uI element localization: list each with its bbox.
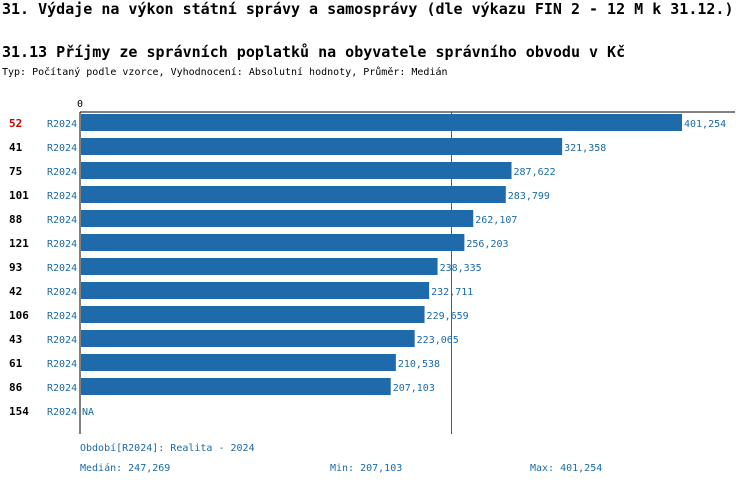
row-rank-label: 86	[9, 381, 23, 394]
bar	[81, 234, 465, 251]
row-period-label: R2024	[47, 215, 77, 226]
row-period-label: R2024	[47, 335, 77, 346]
bar-value-label: 287,622	[514, 167, 556, 178]
bar-value-label: 321,358	[564, 143, 606, 154]
row-period-label: R2024	[47, 239, 77, 250]
bar-value-label: 401,254	[684, 119, 726, 130]
bar	[81, 138, 563, 155]
chart-title: 31. Výdaje na výkon státní správy a samo…	[2, 0, 734, 18]
row-period-label: R2024	[47, 191, 77, 202]
bar	[81, 378, 391, 395]
bar	[81, 306, 425, 323]
bar-value-label: 210,538	[398, 359, 440, 370]
bar	[81, 210, 474, 227]
chart-meta: Typ: Počítaný podle vzorce, Vyhodnocení:…	[2, 67, 448, 78]
row-period-label: R2024	[47, 359, 77, 370]
row-period-label: R2024	[47, 407, 77, 418]
bar-value-label: 207,103	[393, 383, 435, 394]
footer-max: Max: 401,254	[530, 463, 603, 474]
row-rank-label: 41	[9, 141, 23, 154]
row-rank-label: 75	[9, 165, 22, 178]
row-rank-label: 101	[9, 189, 29, 202]
footer-period: Období[R2024]: Realita - 2024	[80, 443, 255, 454]
bar-value-label: 283,799	[508, 191, 550, 202]
row-rank-label: 43	[9, 333, 22, 346]
row-rank-label: 61	[9, 357, 23, 370]
row-period-label: R2024	[47, 287, 77, 298]
row-period-label: R2024	[47, 263, 77, 274]
bar-value-label: 229,659	[427, 311, 469, 322]
bar-value-label: 223,065	[417, 335, 459, 346]
row-rank-label: 121	[9, 237, 29, 250]
bar-value-label: 238,335	[440, 263, 482, 274]
bar-value-label: 256,203	[466, 239, 508, 250]
row-rank-label: 93	[9, 261, 22, 274]
row-period-label: R2024	[47, 143, 77, 154]
bar	[81, 330, 415, 347]
bar-chart: 0 52 R2024 401,254 41 R2024 321,358 75 R2024 287,…	[9, 99, 735, 434]
row-rank-label: 52	[9, 117, 22, 130]
bar-value-label: 262,107	[475, 215, 517, 226]
bar-value-label: NA	[82, 407, 94, 418]
bar-value-label: 232,711	[431, 287, 473, 298]
footer-median: Medián: 247,269	[80, 463, 171, 474]
row-rank-label: 154	[9, 405, 29, 418]
row-period-label: R2024	[47, 119, 77, 130]
axis-tick-label: 0	[77, 99, 83, 110]
bar	[81, 114, 682, 131]
footer-min: Min: 207,103	[330, 463, 403, 474]
chart-subtitle: 31.13 Příjmy ze správních poplatků na ob…	[2, 43, 626, 61]
row-rank-label: 106	[9, 309, 29, 322]
row-rank-label: 42	[9, 285, 22, 298]
bar	[81, 258, 438, 275]
row-period-label: R2024	[47, 167, 77, 178]
bar	[81, 354, 396, 371]
bar	[81, 162, 512, 179]
row-period-label: R2024	[47, 383, 77, 394]
row-period-label: R2024	[47, 311, 77, 322]
row-rank-label: 88	[9, 213, 22, 226]
bar	[81, 282, 430, 299]
bar	[81, 186, 506, 203]
